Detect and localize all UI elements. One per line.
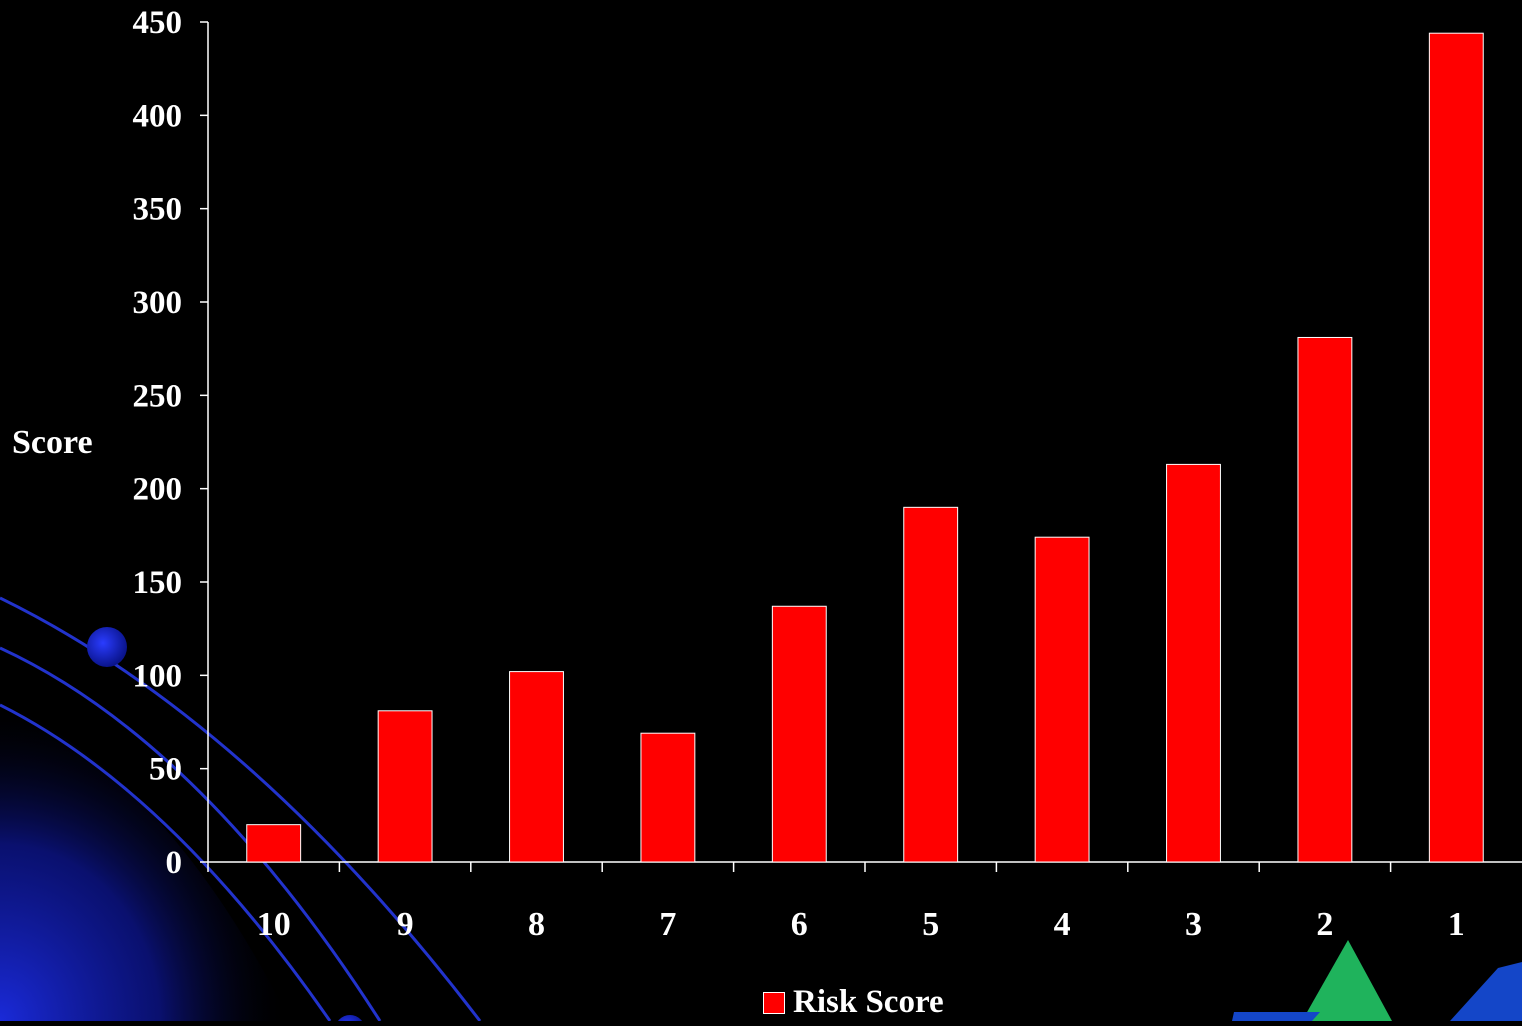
y-tick-label: 50 xyxy=(149,752,182,788)
bar xyxy=(1428,32,1484,863)
bar xyxy=(1034,536,1090,863)
x-tick-label: 1 xyxy=(1448,906,1465,943)
x-tick-label: 2 xyxy=(1316,906,1333,943)
legend-swatch xyxy=(763,991,785,1014)
bar xyxy=(640,732,696,863)
background-decoration xyxy=(0,596,1522,1026)
orbit-arc xyxy=(0,646,382,1022)
x-tick-label: 6 xyxy=(791,906,808,943)
logo-icon xyxy=(1232,940,1522,1021)
legend-label: Risk Score xyxy=(793,984,944,1020)
orbit-arc xyxy=(0,596,482,1022)
bar xyxy=(903,506,959,863)
y-tick-label: 450 xyxy=(133,5,183,41)
legend: Risk Score xyxy=(763,984,944,1021)
x-tick-label: 3 xyxy=(1185,906,1202,943)
x-tick-label: 8 xyxy=(528,906,545,943)
y-tick-label: 0 xyxy=(166,845,183,881)
orbit-dot xyxy=(335,1015,365,1026)
x-tick-label: 5 xyxy=(922,906,939,943)
bar xyxy=(1166,463,1221,863)
x-tick-label: 4 xyxy=(1054,906,1071,943)
y-tick-label: 200 xyxy=(133,472,183,508)
orbit-arc xyxy=(0,703,332,1022)
orbit-dot xyxy=(87,627,127,667)
bar xyxy=(246,824,302,863)
corner-glow xyxy=(0,700,290,1021)
y-tick-label: 250 xyxy=(133,378,183,414)
bar xyxy=(377,710,433,863)
bar xyxy=(771,605,827,863)
y-tick-label: 150 xyxy=(133,565,183,601)
x-tick-label: 10 xyxy=(257,906,291,943)
x-tick-label: 7 xyxy=(659,906,676,943)
y-tick-label: 400 xyxy=(133,98,183,134)
y-tick-label: 350 xyxy=(133,192,183,228)
y-tick-label: 300 xyxy=(133,285,183,321)
y-tick-label: 100 xyxy=(133,658,183,694)
x-tick-label: 9 xyxy=(397,906,414,943)
y-axis-label: Score xyxy=(12,424,93,461)
bar xyxy=(509,671,564,863)
bar xyxy=(1297,336,1353,863)
